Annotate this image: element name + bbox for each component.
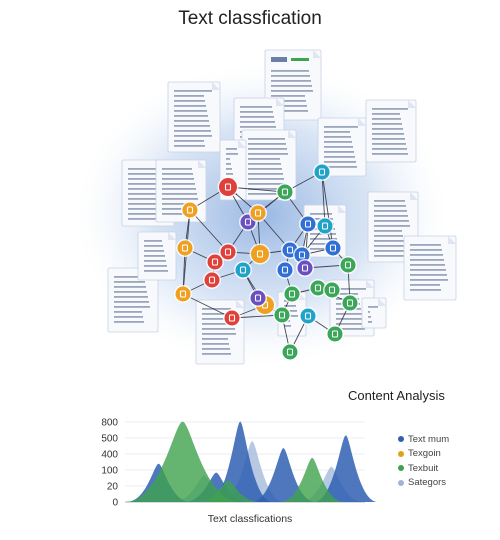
- y-tick-label: 800: [101, 418, 118, 429]
- document-icon: [365, 99, 417, 163]
- network-node: [203, 271, 221, 289]
- network-node: [324, 239, 342, 257]
- document-icon: [403, 235, 457, 301]
- network-node: [296, 259, 314, 277]
- network-node: [174, 285, 192, 303]
- document-icon: [195, 299, 245, 365]
- network-node: [299, 307, 317, 325]
- legend-label: Texbuit: [408, 462, 439, 474]
- legend-swatch: [398, 436, 404, 443]
- document-icon: [241, 129, 297, 201]
- document-icon: [137, 231, 177, 281]
- legend-label: Sategors: [408, 477, 447, 489]
- network-edge: [189, 209, 229, 253]
- legend-label: Texgoin: [408, 448, 441, 460]
- legend-item: Texbuit: [398, 461, 449, 476]
- network-node: [249, 289, 267, 307]
- network-node: [299, 215, 317, 233]
- network-node: [249, 204, 267, 222]
- document-icon: [167, 81, 221, 153]
- network-node: [309, 279, 327, 297]
- distribution-chart: 800 500 400 100 20 0: [101, 418, 378, 509]
- y-tick-label: 500: [101, 434, 118, 445]
- chart-legend: Text mum Texgoin Texbuit Sategors: [398, 432, 449, 490]
- network-node: [339, 256, 357, 274]
- series-peak: [125, 421, 241, 502]
- network-node: [313, 163, 331, 181]
- network-node: [326, 325, 344, 343]
- network-node: [181, 201, 199, 219]
- network-node: [341, 294, 359, 312]
- series-peak: [208, 421, 273, 502]
- network-node: [276, 183, 294, 201]
- legend-swatch: [398, 465, 404, 472]
- y-tick-label: 20: [107, 482, 119, 493]
- network-node: [249, 243, 271, 265]
- network-node: [281, 343, 299, 361]
- document-icon: [361, 297, 387, 329]
- network-node: [276, 261, 294, 279]
- network-node: [223, 309, 241, 327]
- document-icon: [317, 117, 367, 177]
- network-node: [176, 239, 194, 257]
- y-tick-label: 100: [101, 466, 118, 477]
- content-analysis-title: Content Analysis: [348, 388, 445, 403]
- network-node: [219, 243, 237, 261]
- network-edge: [321, 171, 326, 227]
- network-node: [217, 176, 239, 198]
- series-peak: [196, 480, 261, 502]
- legend-item: Sategors: [398, 476, 449, 491]
- page-title: Text classfication: [178, 8, 322, 29]
- network-illustration: [77, 49, 457, 365]
- network-edge: [321, 171, 334, 249]
- legend-swatch: [398, 450, 404, 457]
- legend-item: Texgoin: [398, 447, 449, 462]
- network-edge: [182, 293, 233, 319]
- series-peak: [313, 435, 378, 502]
- legend-label: Text mum: [408, 433, 450, 445]
- network-node: [316, 217, 334, 235]
- network-node: [323, 281, 341, 299]
- series-peak: [280, 457, 345, 502]
- x-axis-label: Text classfications: [207, 513, 293, 525]
- network-node: [234, 261, 252, 279]
- legend-swatch: [398, 479, 404, 486]
- y-tick-label: 0: [112, 498, 118, 509]
- network-node: [283, 285, 301, 303]
- network-node: [273, 306, 291, 324]
- legend-item: Text mum: [398, 432, 449, 447]
- y-tick-label: 400: [101, 450, 118, 461]
- network-node: [206, 253, 224, 271]
